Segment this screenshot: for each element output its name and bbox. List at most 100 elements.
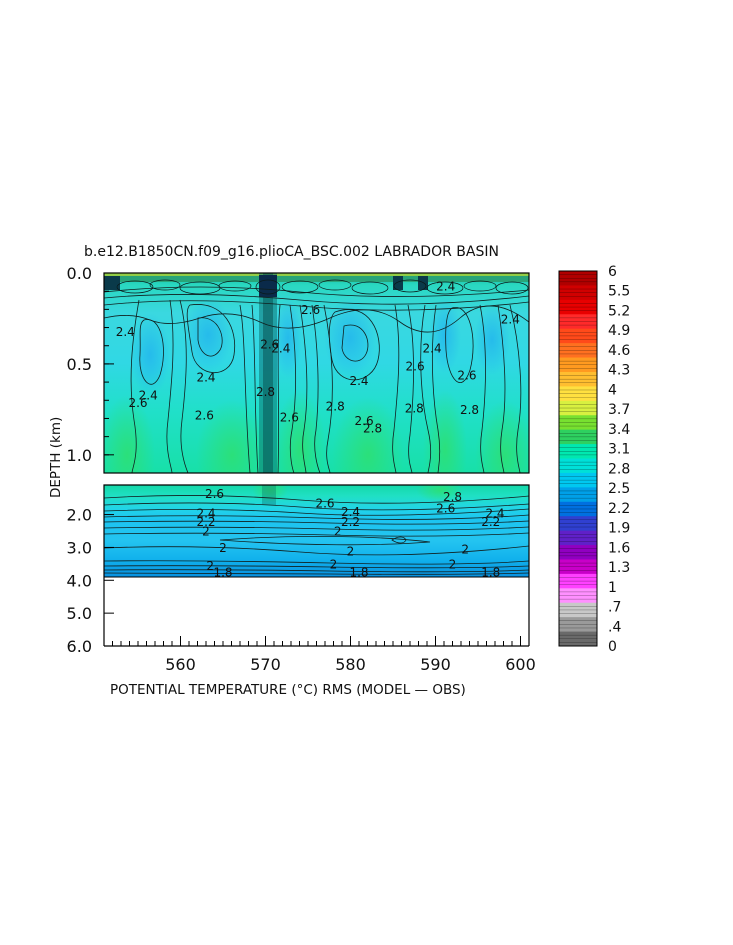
y-tick-label: 0.5 (67, 355, 92, 374)
blue-patch (184, 297, 232, 373)
green-patch (274, 390, 326, 473)
y-tick-label: 0.0 (67, 264, 92, 283)
contour-label: 2.6 (315, 497, 334, 511)
contour-label: 2.6 (301, 303, 320, 317)
contour-label: 2.6 (436, 502, 455, 516)
colorbar-swatch (559, 299, 597, 315)
contour-label: 2.4 (116, 325, 135, 339)
colorbar-swatch (559, 357, 597, 373)
contour-label: 2 (347, 544, 355, 558)
contour-label: 2.2 (196, 515, 215, 529)
contour-label: 2.6 (205, 487, 224, 501)
contour-label: 2 (461, 543, 469, 557)
contour-label: 1.8 (349, 566, 368, 580)
contour-label: 2.4 (139, 389, 158, 403)
colorbar: 6 5.5 5.2 4.9 4.6 4.3 4 3.7 3.4 3.1 2.8 2.5 2.2 1.9 1.… (558, 264, 630, 655)
colorbar-label: 5.5 (608, 284, 630, 300)
colorbar-label: 1 (608, 580, 617, 596)
contour-label: 2.4 (436, 280, 455, 294)
x-tick-label: 600 (505, 655, 536, 674)
contour-label: 2.4 (349, 374, 368, 388)
contour-label: 2.8 (405, 401, 424, 415)
y-tick-label: 5.0 (67, 604, 92, 623)
colorbar-label: 2.8 (608, 461, 630, 477)
lower-panel-frame (103, 484, 530, 646)
x-tick-label: 560 (165, 655, 196, 674)
colorbar-label: 1.9 (608, 521, 630, 537)
contour-label: 2.2 (341, 515, 360, 529)
colorbar-swatch (559, 444, 597, 459)
upper-panel: 2.42.42.62.62.42.82.62.42.62.62.82.42.62… (67, 264, 530, 474)
y-tick-label: 2.0 (67, 506, 92, 525)
dark-column (262, 485, 276, 505)
chart-title: b.e12.B1850CN.f09_g16.plioCA_BSC.002 LAB… (84, 244, 499, 260)
contour-label: 1.8 (213, 566, 232, 580)
y-tick-label: 3.0 (67, 538, 92, 557)
contour-label: 2.8 (363, 421, 382, 435)
contour-label: 2 (206, 559, 214, 573)
y-axis-upper: 0.0 0.5 1.0 (67, 264, 114, 474)
contour-label: 2.4 (485, 507, 504, 521)
colorbar-label: 2.5 (608, 481, 630, 497)
green-patch (423, 390, 467, 473)
contour-lines-lower (104, 495, 529, 575)
surface-high-band (104, 273, 529, 276)
colorbar-swatch (559, 617, 597, 632)
contour-label: 2 (202, 525, 210, 539)
green-patch (104, 395, 155, 473)
contour-label: 2.8 (326, 400, 345, 414)
x-axis: 560 570 580 590 600 (112, 636, 536, 674)
x-tick-label: 590 (420, 655, 451, 674)
colorbar-label: 4 (608, 382, 617, 398)
contour-label: 2.4 (196, 507, 215, 521)
green-patch (332, 397, 404, 473)
colorbar-label: .7 (608, 600, 621, 616)
contour-label: 2 (449, 558, 457, 572)
colorbar-swatch (559, 487, 597, 503)
upper-panel-field (104, 273, 529, 473)
surface-contour-rings (116, 279, 529, 295)
colorbar-label: 1.6 (608, 540, 630, 556)
contour-label: 2 (330, 558, 338, 572)
contour-label: 2.2 (481, 515, 500, 529)
dark-column-core (263, 273, 273, 473)
contour-label: 2.6 (260, 338, 279, 352)
blue-patch (429, 297, 461, 373)
colorbar-label: 6 (608, 264, 617, 280)
colorbar-label: 0 (608, 639, 617, 655)
contour-label: 2.4 (341, 505, 360, 519)
contour-label: 2.4 (423, 341, 442, 355)
x-tick-label: 580 (335, 655, 366, 674)
colorbar-label: 3.4 (608, 422, 630, 438)
surface-dark-spot (393, 276, 403, 290)
contour-labels-upper: 2.42.42.62.62.42.82.62.42.62.62.82.42.62… (116, 280, 520, 436)
contour-label: 2.8 (460, 403, 479, 417)
contour-label: 2.6 (355, 414, 374, 428)
green-patch (475, 400, 529, 473)
colorbar-swatch (559, 415, 597, 431)
y-axis-label: DEPTH (km) (48, 417, 64, 498)
contour-label: 2.6 (128, 396, 147, 410)
x-axis-label: POTENTIAL TEMPERATURE (°C) RMS (MODEL — … (110, 682, 466, 698)
contour-label: 2.8 (256, 385, 275, 399)
colorbar-swatch (559, 458, 597, 474)
colorbar-label: 4.3 (608, 363, 630, 379)
colorbar-swatch (559, 314, 597, 330)
contour-label: 2.6 (195, 409, 214, 423)
contour-label: 2.6 (406, 360, 425, 374)
green-patch (196, 400, 268, 473)
green-patch (416, 485, 464, 502)
surface-layer (104, 273, 529, 282)
contour-label: 2 (219, 541, 227, 555)
colorbar-swatch (559, 271, 597, 286)
colorbar-label: 1.3 (608, 560, 630, 576)
surface-dark-spot (104, 276, 120, 290)
lower-panel-background (104, 485, 529, 577)
contour-label: 1.8 (481, 566, 500, 580)
upper-panel-frame (103, 272, 530, 474)
y-tick-label: 1.0 (67, 446, 92, 465)
lower-panel-field (104, 485, 529, 577)
